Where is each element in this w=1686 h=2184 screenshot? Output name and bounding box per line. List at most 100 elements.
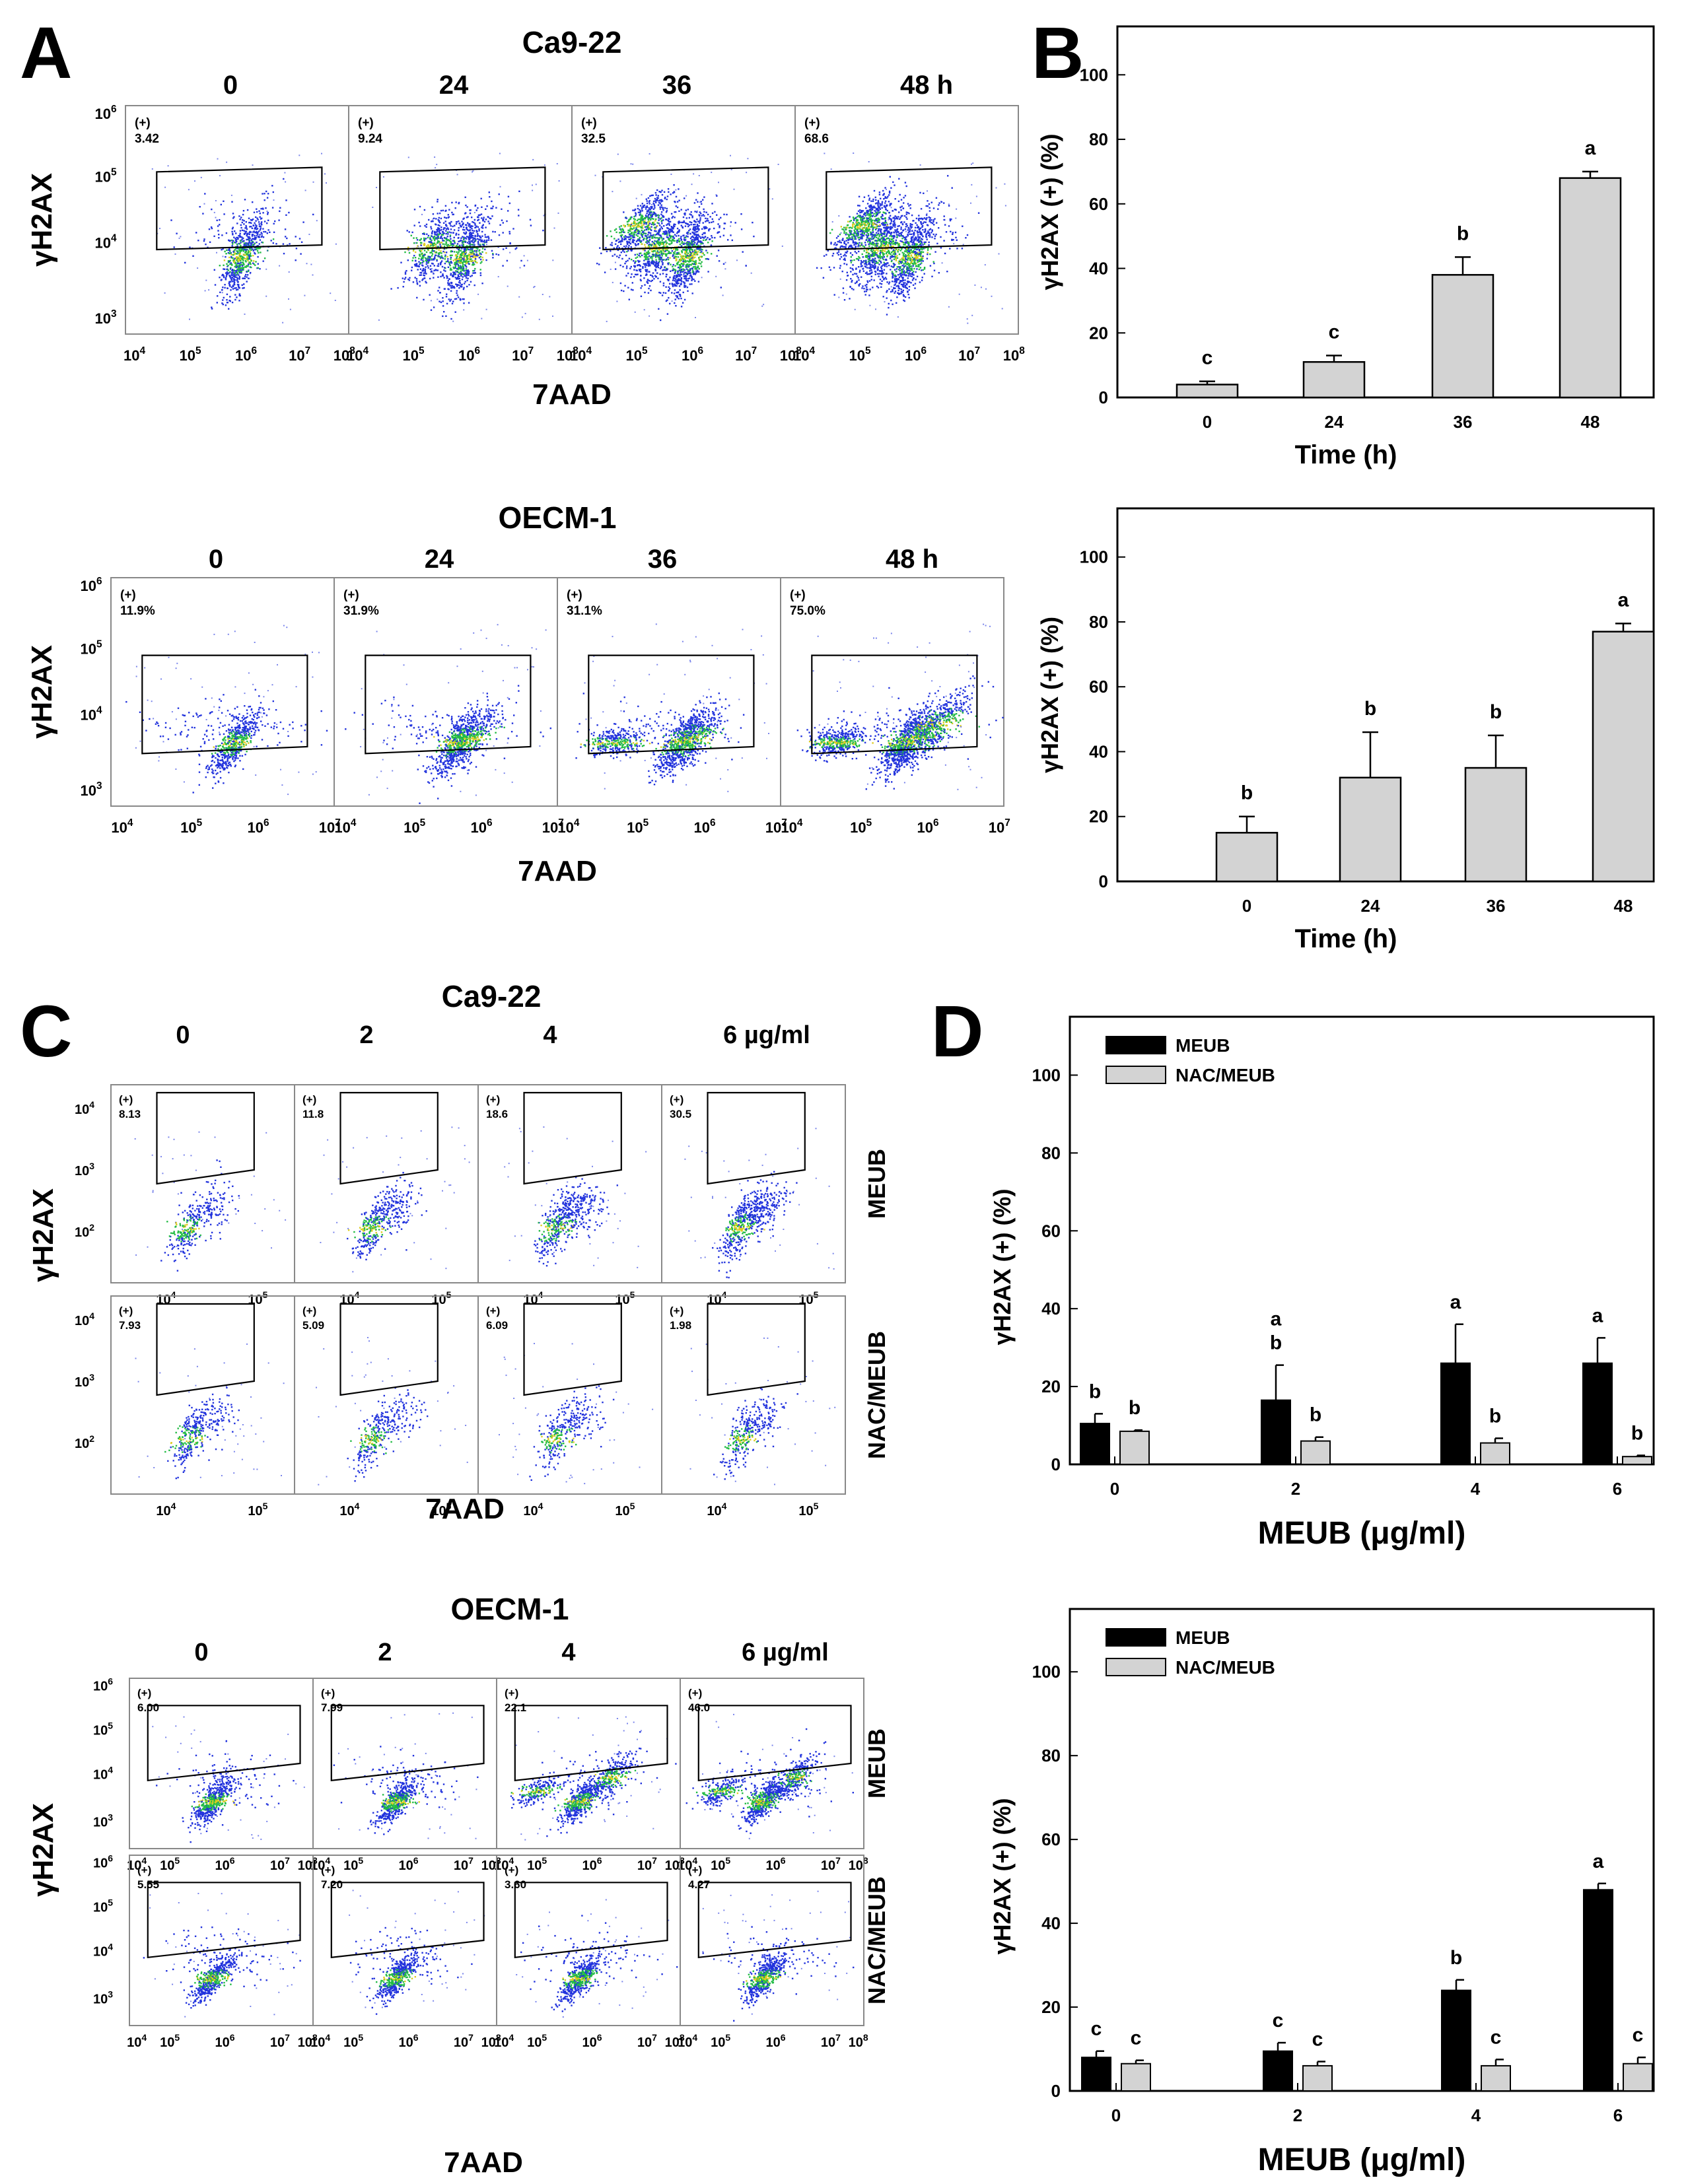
event-dot xyxy=(663,245,665,247)
event-dot xyxy=(244,242,246,244)
event-dot xyxy=(691,292,693,294)
event-dot xyxy=(723,213,725,215)
event-dot xyxy=(894,220,896,222)
event-dot xyxy=(716,255,718,257)
event-dot xyxy=(631,216,633,219)
event-dot xyxy=(470,226,472,228)
event-dot xyxy=(243,287,245,289)
event-dot xyxy=(433,257,436,259)
event-dot xyxy=(241,236,243,238)
event-dot xyxy=(631,231,633,234)
event-dot xyxy=(466,266,468,268)
event-dot xyxy=(699,259,701,261)
event-dot xyxy=(630,228,633,230)
event-dot xyxy=(927,254,929,256)
event-dot xyxy=(915,243,917,245)
event-dot xyxy=(621,237,623,240)
event-dot xyxy=(877,262,879,264)
event-dot xyxy=(233,274,235,276)
event-dot xyxy=(420,274,422,276)
event-dot xyxy=(228,275,231,278)
event-dot xyxy=(419,285,421,287)
event-dot xyxy=(633,265,635,267)
event-dot xyxy=(896,296,898,298)
event-dot xyxy=(647,262,649,264)
event-dot xyxy=(645,274,647,276)
event-dot xyxy=(239,255,241,257)
event-dot xyxy=(649,248,651,250)
event-dot xyxy=(411,231,413,234)
event-dot xyxy=(692,255,694,257)
event-dot xyxy=(427,234,430,237)
event-dot xyxy=(452,300,454,302)
event-dot xyxy=(462,222,464,224)
event-dot xyxy=(419,251,421,253)
event-dot xyxy=(907,234,909,237)
event-dot xyxy=(633,215,635,218)
event-dot xyxy=(908,286,911,288)
event-dot xyxy=(626,240,628,242)
event-dot xyxy=(909,252,911,254)
event-dot xyxy=(639,252,641,255)
event-dot xyxy=(437,246,439,248)
event-dot xyxy=(683,221,685,223)
event-dot xyxy=(701,241,703,244)
event-dot xyxy=(910,248,912,250)
event-dot xyxy=(896,278,898,280)
event-dot xyxy=(606,320,608,322)
event-dot xyxy=(644,244,646,246)
gate-percent: 68.6 xyxy=(804,132,829,146)
event-dot xyxy=(422,257,424,259)
event-dot xyxy=(682,265,684,267)
event-dot xyxy=(238,252,240,255)
event-dot xyxy=(900,290,903,292)
event-dot xyxy=(246,238,248,241)
event-dot xyxy=(254,234,256,237)
event-dot xyxy=(894,244,897,246)
event-dot xyxy=(897,251,899,253)
event-dot xyxy=(869,264,872,266)
event-dot xyxy=(925,230,927,232)
event-dot xyxy=(606,250,608,252)
event-dot xyxy=(910,273,912,275)
event-dot xyxy=(542,294,544,295)
event-dot xyxy=(495,207,497,209)
event-dot xyxy=(927,249,929,251)
event-dot xyxy=(689,254,691,256)
event-dot xyxy=(632,209,634,211)
event-dot xyxy=(627,221,629,223)
event-dot xyxy=(620,289,623,292)
event-dot xyxy=(639,279,642,281)
event-dot xyxy=(623,251,625,253)
event-dot xyxy=(707,213,709,216)
event-dot xyxy=(238,259,241,261)
event-dot xyxy=(460,260,462,262)
event-dot xyxy=(231,242,233,244)
event-dot xyxy=(675,211,677,213)
event-dot xyxy=(689,273,691,275)
event-dot xyxy=(629,238,631,241)
event-dot xyxy=(469,256,471,257)
event-dot xyxy=(619,240,621,242)
event-dot xyxy=(923,268,926,270)
event-dot xyxy=(650,250,653,252)
event-dot xyxy=(920,238,923,240)
event-dot xyxy=(416,283,419,285)
event-dot xyxy=(922,251,925,254)
event-dot xyxy=(919,260,921,262)
event-dot xyxy=(252,262,254,264)
event-dot xyxy=(936,242,938,245)
event-dot xyxy=(901,268,903,271)
event-dot xyxy=(907,275,909,277)
event-dot xyxy=(901,273,903,275)
event-dot xyxy=(437,255,439,257)
event-dot xyxy=(674,298,676,300)
event-dot xyxy=(678,210,680,212)
event-dot xyxy=(256,228,258,230)
event-dot xyxy=(646,281,649,283)
event-dot xyxy=(899,266,901,268)
event-dot xyxy=(910,262,912,264)
event-dot xyxy=(240,224,242,226)
event-dot xyxy=(914,283,917,285)
event-dot xyxy=(263,257,266,259)
